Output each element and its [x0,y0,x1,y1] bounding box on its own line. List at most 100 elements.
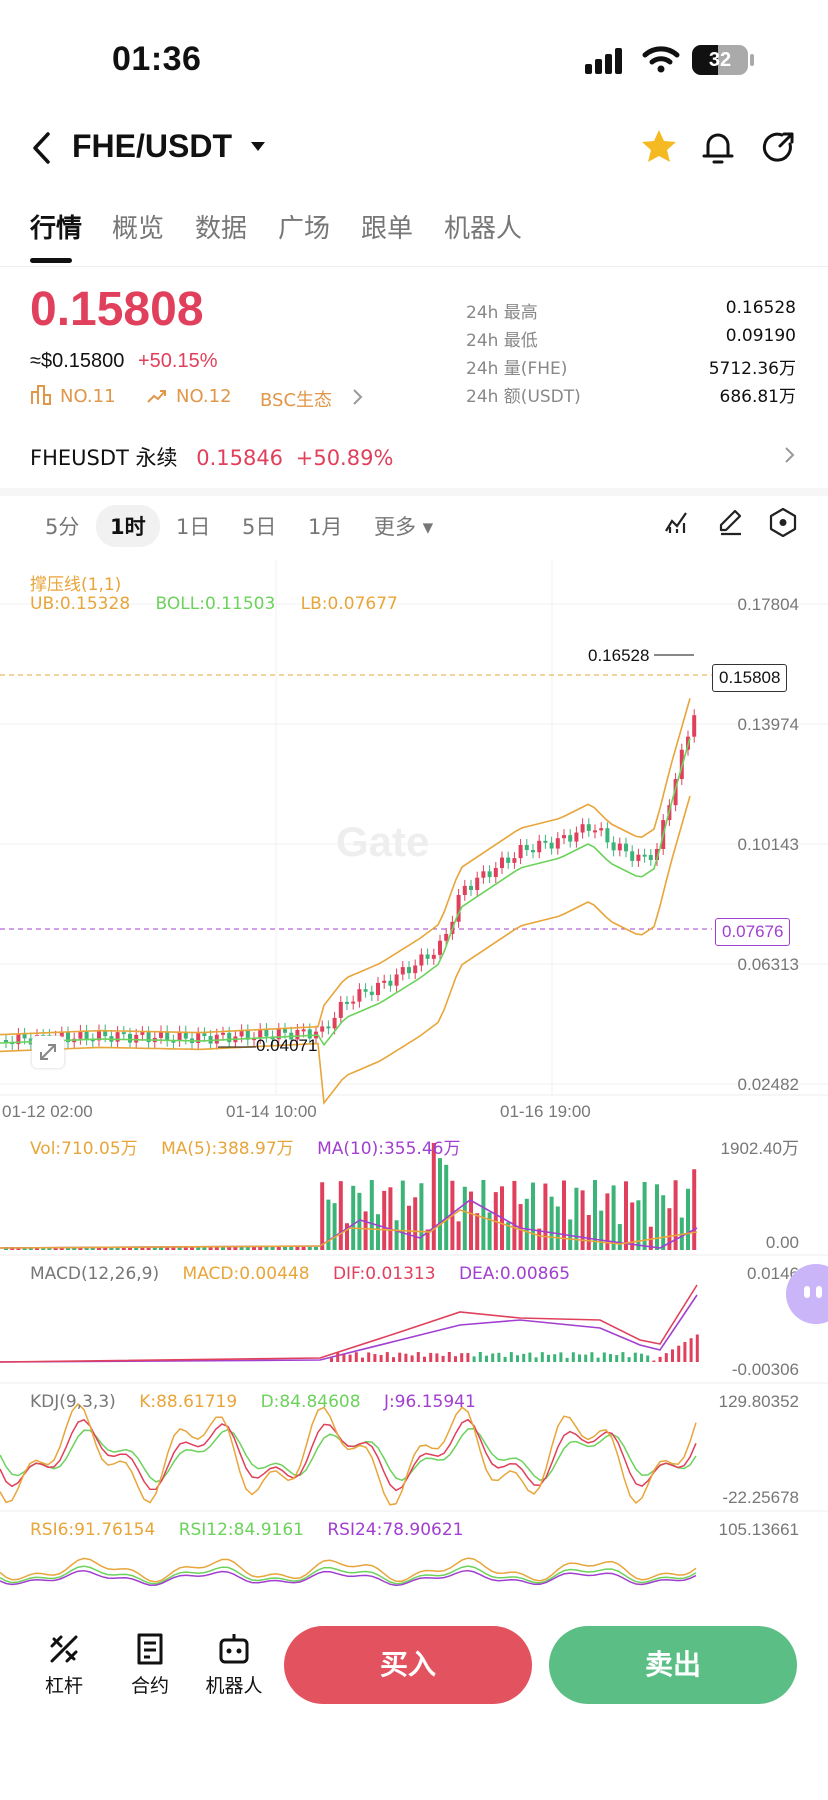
candle-body [345,1001,349,1004]
candle-body [140,1032,145,1035]
perpetual-name: FHEUSDT 永续 [30,446,178,470]
volume-bar [177,1247,182,1250]
chevron-right-icon[interactable] [352,388,364,406]
candle-body [537,840,542,853]
interval-1h[interactable]: 1时 [96,505,160,547]
ecosystem-tag[interactable]: BSC生态 [260,390,333,411]
macd-histogram-bar [497,1352,501,1362]
volume-bar [245,1247,250,1250]
volume-bar [376,1214,380,1250]
chart-canvas[interactable] [0,560,828,1600]
star-icon[interactable] [640,128,678,164]
tab-market[interactable]: 行情 [30,214,83,244]
robot-button[interactable]: 机器人 [198,1632,270,1698]
interval-5m[interactable]: 5分 [45,515,80,539]
candle-body [351,1001,356,1004]
candle-body [624,843,628,852]
macd-histogram-bar [553,1354,557,1362]
macd-histogram-bar [336,1352,340,1362]
candle-body [462,885,467,895]
macd-histogram-bar [602,1352,606,1362]
back-icon[interactable] [30,130,54,166]
stat-volume-label: 24h 量(FHE) [466,359,568,379]
candle-body [425,954,430,959]
rsi-max: 105.13661 [718,1520,799,1539]
tab-data[interactable]: 数据 [195,214,248,244]
change-pct: +50.15% [137,350,218,372]
bell-icon[interactable] [700,128,736,166]
volume-bar [357,1192,362,1250]
share-icon[interactable] [760,130,796,166]
macd-histogram-bar [671,1349,674,1362]
volume-bar [109,1247,114,1250]
draw-pencil-icon[interactable] [717,508,745,536]
tab-robot[interactable]: 机器人 [444,214,523,244]
assistant-bubble[interactable] [786,1264,828,1324]
perpetual-row[interactable]: FHEUSDT 永续 0.15846 +50.89% [30,442,393,472]
volume-bar [524,1198,529,1250]
volume-bar [369,1180,374,1250]
volume-bar [252,1247,256,1250]
interval-more[interactable]: 更多 ▾ [374,515,434,539]
vol-min: 0.00 [765,1233,799,1252]
pair-title[interactable]: FHE/USDT [72,128,232,164]
volume-bar [332,1203,337,1250]
candle-body [487,871,492,877]
sell-button[interactable]: 卖出 [549,1626,797,1704]
macd-histogram-bar [540,1352,544,1362]
contract-button[interactable]: 合约 [114,1632,186,1698]
volume-bar [636,1200,641,1250]
volume-bar [506,1222,511,1250]
perpetual-chevron-icon[interactable] [784,446,796,464]
interval-5d[interactable]: 5日 [242,515,277,539]
volume-bar [648,1226,653,1250]
macd-histogram-bar [447,1352,451,1362]
rank-badge-1[interactable]: NO.11 [60,386,116,407]
volume-bar [667,1208,672,1250]
signal-icon [585,48,622,74]
interval-1mo[interactable]: 1月 [308,515,343,539]
candle-body [4,1040,8,1042]
volume-bar [165,1247,170,1250]
macd-histogram-bar [534,1357,538,1362]
volume-bar [276,1247,281,1250]
macd-histogram-bar [429,1352,433,1362]
settings-hex-icon[interactable] [768,507,798,537]
contract-icon [137,1633,163,1665]
volume-bar [90,1247,95,1250]
kline-chart[interactable]: 撑压线(1,1) UB:0.15328 BOLL:0.11503 LB:0.07… [0,560,828,1600]
trend-icon [147,390,166,403]
legend-kdj-name: KDJ(9,3,3) [30,1392,116,1412]
legend-rsi6: RSI6:91.76154 [30,1520,156,1540]
perpetual-change: +50.89% [295,446,394,470]
indicator-icon[interactable] [664,509,690,535]
candle-body [227,1032,232,1043]
volume-bar [128,1247,132,1250]
stat-low-value: 0.09190 [725,326,796,346]
volume-bar [183,1247,188,1250]
robot-label: 机器人 [205,1675,263,1697]
volume-bar [568,1219,573,1250]
tab-square[interactable]: 广场 [278,214,331,244]
tab-indicator [30,258,72,263]
buy-button[interactable]: 买入 [284,1626,532,1704]
tab-overview[interactable]: 概览 [112,214,165,244]
rank-badge-2[interactable]: NO.12 [176,386,232,407]
volume-bar [239,1247,244,1250]
leverage-button[interactable]: 杠杆 [28,1632,100,1698]
candle-body [648,855,653,861]
volume-bar [326,1199,331,1250]
macd-histogram-bar [472,1356,476,1362]
macd-histogram-bar [367,1352,371,1362]
legend-k: K:88.61719 [139,1392,238,1412]
caret-down-icon[interactable] [249,140,267,154]
tab-copy[interactable]: 跟单 [361,214,414,244]
rsi-legend: RSI6:91.76154 RSI12:84.9161 RSI24:78.906… [30,1520,463,1540]
kdj-max: 129.80352 [718,1392,799,1411]
expand-chart-icon[interactable] [32,1036,64,1068]
macd-histogram-bar [466,1353,470,1362]
volume-bar [419,1183,424,1250]
volume-bar [283,1247,287,1250]
interval-1d[interactable]: 1日 [176,515,211,539]
macd-histogram-bar [640,1353,643,1362]
